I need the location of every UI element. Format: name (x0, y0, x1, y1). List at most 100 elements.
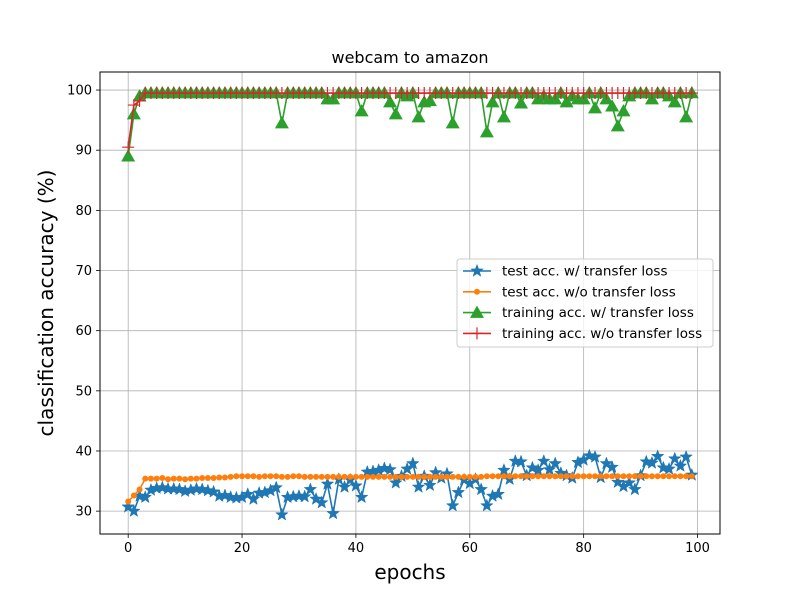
data-point (122, 141, 135, 154)
data-point (592, 473, 599, 480)
data-point (216, 474, 223, 481)
data-point (496, 110, 511, 123)
data-point (667, 95, 682, 108)
y-tick-label: 40 (75, 444, 92, 459)
data-point (648, 473, 655, 480)
data-point (261, 473, 268, 480)
data-point (546, 473, 553, 480)
data-point (525, 460, 540, 474)
data-point (227, 473, 234, 480)
data-point (667, 451, 682, 465)
data-point (405, 456, 420, 470)
data-point (354, 104, 369, 117)
data-point (388, 107, 403, 120)
data-point (250, 473, 257, 480)
data-point (586, 473, 593, 480)
data-point (133, 94, 146, 107)
y-tick-label: 70 (75, 264, 92, 279)
data-point (620, 473, 627, 480)
data-point (125, 498, 132, 505)
data-point (495, 473, 502, 480)
data-point (324, 473, 331, 480)
y-tick-label: 80 (75, 204, 92, 219)
data-point (375, 473, 382, 480)
series-layer (121, 86, 699, 521)
data-point (523, 473, 530, 480)
data-point (313, 473, 320, 480)
data-point (199, 475, 206, 482)
data-point (614, 473, 621, 480)
series-2 (125, 473, 695, 505)
data-point (622, 475, 637, 489)
data-point (479, 498, 494, 512)
data-point (483, 473, 490, 480)
data-point (643, 473, 650, 480)
data-point (159, 475, 166, 482)
x-tick-label: 0 (124, 541, 132, 556)
legend-marker (471, 327, 483, 340)
data-point (631, 473, 638, 480)
data-point (411, 110, 426, 123)
data-point (491, 487, 506, 501)
data-point (478, 473, 485, 480)
legend-marker (470, 263, 484, 277)
data-point (679, 110, 694, 123)
data-point (540, 473, 547, 480)
axis-ticks: 0 20 40 60 80 100 30 40 50 60 70 80 90 100 (67, 84, 710, 556)
data-point (536, 453, 551, 468)
data-point (335, 473, 342, 480)
series-4 (122, 87, 698, 154)
x-axis-label: epochs (374, 560, 445, 584)
data-point (542, 462, 557, 476)
legend-item: training acc. w/ transfer loss (463, 305, 694, 321)
data-point (438, 473, 445, 480)
data-point (574, 473, 581, 480)
data-point (628, 482, 642, 496)
data-point (588, 449, 602, 463)
data-point (337, 479, 352, 493)
data-point (445, 498, 460, 512)
data-point (597, 473, 604, 480)
data-point (347, 473, 354, 480)
data-point (411, 479, 426, 493)
data-point (677, 473, 684, 480)
data-point (381, 473, 388, 480)
data-point (472, 473, 479, 480)
data-point (415, 473, 422, 480)
data-point (449, 473, 456, 480)
data-point (497, 463, 511, 477)
data-point (569, 473, 576, 480)
data-point (518, 473, 525, 480)
data-point (369, 473, 376, 480)
data-point (514, 454, 528, 468)
data-point (314, 495, 329, 509)
data-point (599, 456, 614, 470)
data-point (126, 503, 141, 517)
chart-title: webcam to amazon (331, 48, 488, 67)
data-point (392, 473, 399, 480)
y-tick-label: 60 (75, 324, 92, 339)
y-tick-label: 50 (75, 384, 92, 399)
data-point (309, 491, 323, 505)
data-point (204, 475, 211, 482)
data-point (626, 473, 633, 480)
data-point (126, 107, 141, 120)
data-point (422, 93, 437, 107)
y-tick-label: 100 (67, 84, 92, 99)
data-point (290, 473, 297, 480)
data-point (688, 473, 695, 480)
data-point (531, 463, 545, 477)
data-point (221, 474, 228, 481)
x-tick-label: 20 (234, 541, 251, 556)
data-point (603, 473, 610, 480)
data-point (671, 473, 678, 480)
data-point (423, 478, 437, 492)
data-point (326, 506, 341, 520)
data-point (404, 473, 411, 480)
data-point (506, 473, 513, 480)
data-point (153, 475, 160, 482)
data-point (673, 458, 688, 472)
legend-marker (474, 288, 480, 295)
data-point (246, 491, 261, 505)
